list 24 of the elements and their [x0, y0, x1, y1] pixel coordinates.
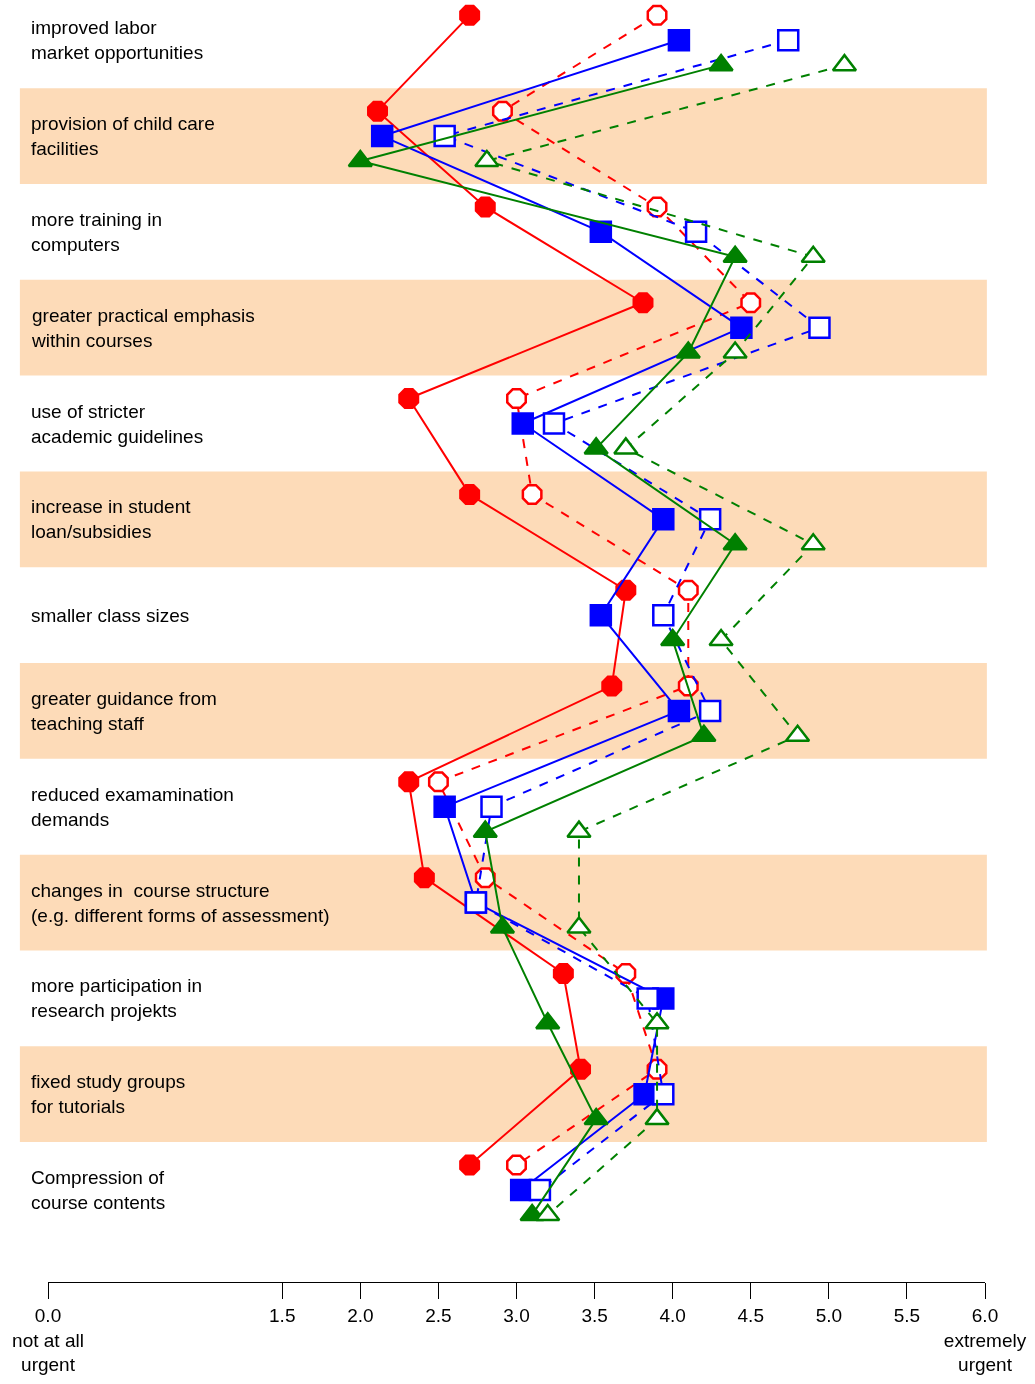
x-tick-label: 2.0: [347, 1304, 374, 1326]
x-tick-label: 4.5: [737, 1304, 764, 1326]
x-tick-label: 6.0 extremely urgent: [943, 1304, 1027, 1376]
x-tick-label: 0.0 not at all urgent: [12, 1304, 84, 1376]
y-tick-label: improved labor market opportunities: [31, 17, 204, 63]
x-tick-label: 3.5: [581, 1304, 608, 1326]
y-tick-label: reduced examamination demands: [31, 784, 234, 830]
x-tick-label: 5.0: [815, 1304, 843, 1326]
y-tick-label: smaller class sizes: [31, 605, 190, 626]
y-tick-label: fixed study groups for tutorials: [31, 1071, 186, 1117]
x-tick-label: 4.0: [659, 1304, 686, 1326]
y-tick-label: changes in course structure (e.g. different forms of assessment): [31, 880, 330, 926]
y-tick-label: more training in computers: [31, 209, 162, 255]
x-tick-label: 1.5: [269, 1304, 296, 1326]
x-tick-label: 3.0: [503, 1304, 530, 1326]
y-tick-label: greater guidance from teaching staff: [31, 688, 217, 734]
y-tick-label: more participation in research projekts: [31, 975, 203, 1021]
y-tick-label: use of stricter academic guidelines: [31, 401, 204, 447]
y-tick-label: provision of child care facilities: [31, 113, 215, 159]
y-tick-label: increase in student loan/subsidies: [31, 496, 192, 542]
x-tick-label: 2.5: [425, 1304, 452, 1326]
y-tick-label: Compression of course contents: [31, 1167, 166, 1213]
y-tick-label: greater practical emphasis within courses: [31, 305, 255, 351]
x-tick-label: 5.5: [893, 1304, 921, 1326]
